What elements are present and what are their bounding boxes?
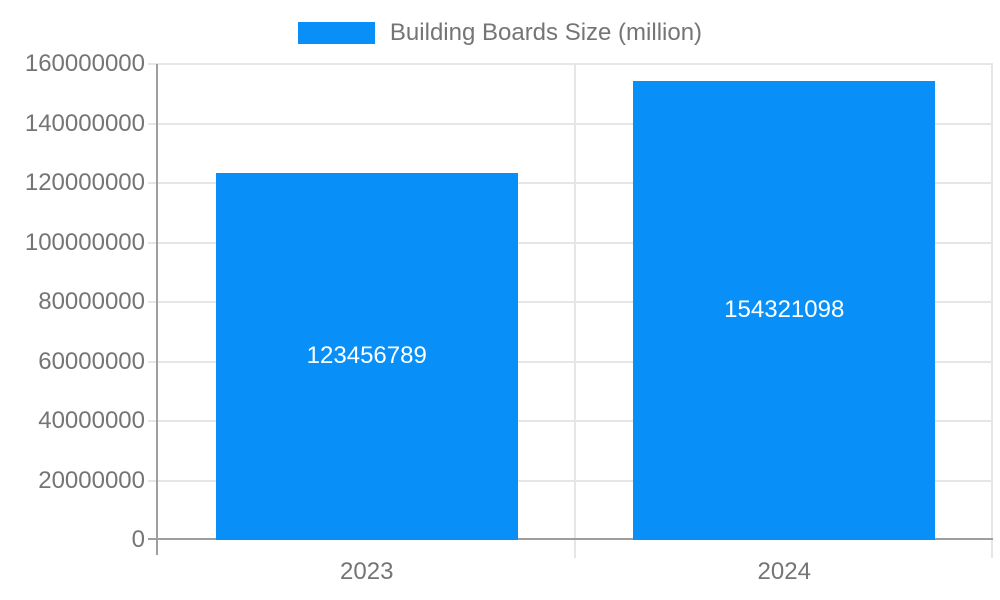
y-axis-tick-label: 80000000 xyxy=(38,288,145,315)
x-axis-tick-label: 2024 xyxy=(757,558,811,585)
grid-line xyxy=(148,479,993,482)
grid-line xyxy=(148,241,993,244)
bar[interactable]: 123456789 xyxy=(215,172,518,540)
grid-line xyxy=(148,420,993,422)
y-axis-tick-label: 120000000 xyxy=(24,169,145,196)
y-axis-tick-label: 160000000 xyxy=(24,50,145,77)
grid-line xyxy=(148,63,993,65)
legend-label: Building Boards Size (million) xyxy=(389,19,703,46)
x-axis-tick-label: 2023 xyxy=(340,558,394,585)
grid-line xyxy=(148,182,993,184)
grid-line xyxy=(148,301,993,303)
legend[interactable]: Building Boards Size (million) xyxy=(0,14,1000,52)
bar[interactable]: 154321098 xyxy=(633,80,936,540)
y-axis-tick-label: 60000000 xyxy=(38,347,145,375)
y-axis-tick-label: 20000000 xyxy=(38,466,145,494)
bar-value-label: 123456789 xyxy=(306,342,427,370)
grid-line xyxy=(148,122,993,125)
category-separator-line xyxy=(991,64,993,558)
y-axis-tick-label: 40000000 xyxy=(38,407,145,434)
plot-area: 123456789 154321098 xyxy=(148,63,993,558)
grid-line xyxy=(148,360,993,363)
y-axis-tick-label: 140000000 xyxy=(24,109,145,137)
legend-swatch[interactable] xyxy=(297,22,375,44)
bar-value-label: 154321098 xyxy=(724,296,845,324)
y-axis-tick-label: 100000000 xyxy=(24,228,145,256)
category-separator-line xyxy=(573,64,576,558)
x-axis-line xyxy=(148,538,993,540)
y-axis-line xyxy=(156,64,158,555)
y-axis-tick-label: 0 xyxy=(131,526,145,553)
